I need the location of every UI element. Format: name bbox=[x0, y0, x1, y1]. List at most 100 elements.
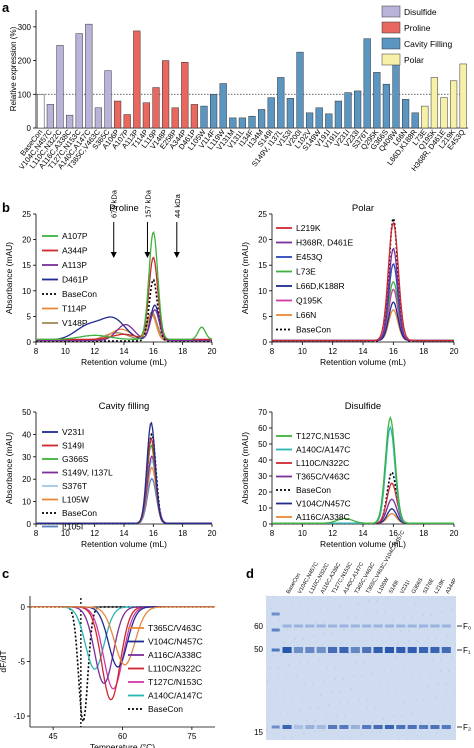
gel-speckle bbox=[438, 624, 440, 626]
gel-speckle bbox=[323, 681, 325, 683]
bar bbox=[449, 80, 458, 129]
gel-speckle bbox=[408, 630, 410, 632]
legend-label: Disulfide bbox=[404, 7, 437, 17]
gel-speckle bbox=[287, 713, 289, 715]
gel-speckle bbox=[271, 703, 273, 705]
bar bbox=[200, 105, 208, 129]
legend-label: L105I bbox=[62, 522, 83, 532]
gel-speckle bbox=[448, 670, 450, 672]
x-axis-label: Retention volume (mL) bbox=[81, 357, 167, 367]
y-tick-label: 40 bbox=[22, 430, 31, 439]
gel-speckle bbox=[413, 663, 415, 665]
gel-speckle bbox=[388, 682, 390, 684]
gel-speckle bbox=[350, 688, 352, 690]
gel-band-f2 bbox=[328, 725, 338, 729]
bar bbox=[219, 83, 227, 129]
gel-speckle bbox=[274, 690, 276, 692]
gel-speckle bbox=[395, 607, 397, 609]
x-axis-label: Retention volume (mL) bbox=[320, 357, 406, 367]
gel-speckle bbox=[284, 736, 286, 738]
bar bbox=[248, 115, 256, 129]
x-tick-label: 10 bbox=[61, 347, 70, 356]
gel-speckle bbox=[321, 645, 323, 647]
y-axis-label: Absorbance (mAU) bbox=[240, 432, 250, 504]
gel-speckle bbox=[413, 653, 415, 655]
gel-speckle bbox=[434, 696, 436, 698]
gel-speckle bbox=[372, 672, 374, 674]
gel-speckle bbox=[440, 660, 442, 662]
gel-speckle bbox=[365, 613, 367, 615]
gel-speckle bbox=[344, 714, 346, 716]
panel-label-c: c bbox=[2, 566, 9, 581]
gel-speckle bbox=[306, 720, 308, 722]
legend-label: L66D,K188R bbox=[296, 281, 345, 291]
gel-speckle bbox=[319, 599, 321, 601]
ladder-band bbox=[271, 648, 280, 652]
gel-speckle bbox=[353, 675, 355, 677]
y-tick-label: 10 bbox=[22, 287, 31, 296]
gel-speckle bbox=[336, 714, 338, 716]
gel-speckle bbox=[426, 686, 428, 688]
bar bbox=[229, 117, 237, 129]
bar bbox=[181, 62, 189, 129]
gel-speckle bbox=[349, 737, 351, 739]
legend-label: T114P bbox=[62, 304, 87, 314]
x-tick-label: 16 bbox=[389, 347, 398, 356]
gel-speckle bbox=[290, 700, 292, 702]
bar bbox=[56, 45, 64, 129]
gel-speckle bbox=[393, 715, 395, 717]
gel-speckle bbox=[441, 611, 443, 613]
gel-speckle bbox=[270, 608, 272, 610]
gel-speckle bbox=[311, 599, 313, 601]
series-line bbox=[272, 415, 454, 524]
gel-speckle bbox=[354, 616, 356, 618]
gel-speckle bbox=[436, 732, 438, 734]
panel-label-d: d bbox=[246, 566, 254, 581]
gel-speckle bbox=[312, 684, 314, 686]
gel-speckle bbox=[307, 661, 309, 663]
gel-speckle bbox=[318, 658, 320, 660]
gel-speckle bbox=[451, 657, 453, 659]
gel-speckle bbox=[408, 640, 410, 642]
legend-label: BaseCon bbox=[62, 508, 97, 518]
gel-speckle bbox=[302, 638, 304, 640]
x-tick-label: 14 bbox=[120, 529, 129, 538]
gel-speckle bbox=[292, 602, 294, 604]
gel-band-f1 bbox=[384, 647, 394, 653]
y-tick-label: 25 bbox=[258, 210, 267, 219]
legend-label: L110C/N322C bbox=[148, 664, 201, 674]
gel-speckle bbox=[292, 736, 294, 738]
legend-label: T127C,N153C bbox=[296, 431, 350, 441]
legend-label: Proline bbox=[404, 23, 431, 33]
gel-speckle bbox=[445, 693, 447, 695]
y-tick-label: 200 bbox=[18, 57, 32, 66]
gel-speckle bbox=[304, 684, 306, 686]
x-tick-label: 75 bbox=[187, 732, 196, 741]
y-tick-label: 0 bbox=[263, 338, 268, 347]
series-line bbox=[272, 301, 454, 342]
bar bbox=[209, 94, 218, 129]
gel-speckle bbox=[334, 678, 336, 680]
legend-label: V231I bbox=[62, 427, 84, 437]
gel-speckle bbox=[278, 618, 280, 620]
gel-band-f1 bbox=[293, 647, 303, 653]
gel-band-f0 bbox=[350, 624, 360, 628]
gel-band-f0 bbox=[282, 624, 292, 628]
gel-speckle bbox=[405, 653, 407, 655]
x-tick-label: 18 bbox=[178, 529, 187, 538]
gel-speckle bbox=[427, 637, 429, 639]
gel-speckle bbox=[454, 644, 456, 646]
band-label: F₁ bbox=[463, 646, 471, 655]
gel-band-f2 bbox=[384, 725, 394, 729]
gel-speckle bbox=[364, 662, 366, 664]
gel-speckle bbox=[376, 600, 378, 602]
legend-label: A107P bbox=[62, 231, 88, 241]
x-tick-label: 12 bbox=[90, 347, 99, 356]
y-tick-label: 20 bbox=[258, 236, 267, 245]
legend-label: G366S bbox=[62, 454, 89, 464]
legend-label: E453Q bbox=[296, 252, 323, 262]
gel-speckle bbox=[432, 660, 434, 662]
y-tick-label: 20 bbox=[258, 488, 267, 497]
